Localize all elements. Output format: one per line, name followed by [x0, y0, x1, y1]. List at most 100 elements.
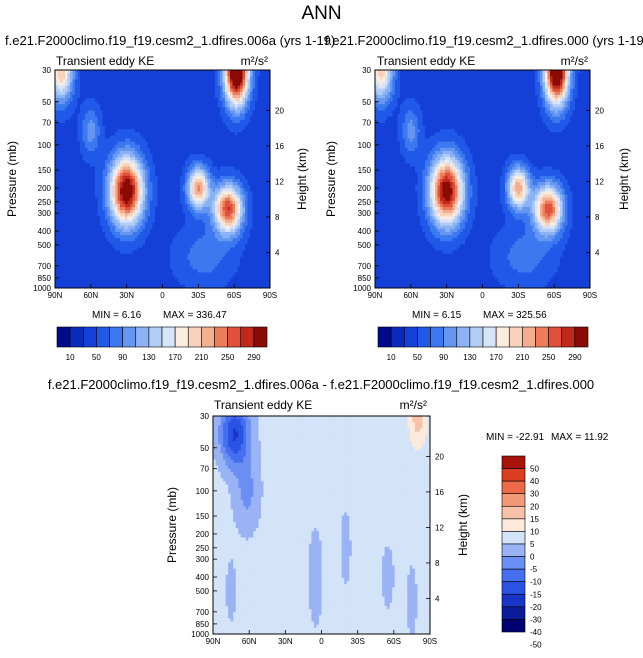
field-cell	[60, 241, 64, 245]
field-cell	[207, 147, 211, 152]
field-cell	[175, 157, 179, 161]
field-cell	[190, 247, 194, 252]
field-cell	[245, 175, 249, 180]
field-cell	[250, 172, 254, 177]
field-cell	[167, 172, 171, 177]
field-cell	[180, 166, 184, 171]
field-cell	[175, 119, 179, 124]
field-cell	[205, 185, 209, 189]
field-cell	[207, 210, 211, 214]
field-cell	[265, 110, 269, 115]
field-cell	[92, 203, 96, 208]
field-cell	[62, 203, 66, 208]
field-cell	[135, 110, 139, 115]
field-cell	[192, 182, 196, 186]
field-cell	[62, 169, 66, 174]
field-cell	[62, 179, 66, 183]
field-cell	[150, 238, 154, 242]
field-cell	[72, 141, 76, 146]
field-cell	[195, 219, 199, 224]
field-cell	[242, 188, 246, 193]
field-cell	[200, 210, 204, 214]
field-cell	[242, 216, 246, 221]
field-cell	[77, 88, 81, 93]
field-cell	[260, 160, 264, 165]
field-cell	[100, 141, 104, 146]
field-cell	[112, 194, 116, 199]
field-cell	[187, 241, 191, 245]
field-cell	[150, 70, 154, 74]
field-cell	[222, 144, 226, 149]
field-cell	[262, 113, 266, 118]
field-cell	[267, 150, 270, 155]
field-cell	[232, 225, 236, 230]
field-cell	[190, 126, 194, 130]
field-cell	[67, 207, 71, 211]
field-cell	[127, 119, 131, 124]
field-cell	[237, 225, 241, 230]
field-cell	[227, 200, 231, 205]
field-cell	[265, 219, 269, 224]
field-cell	[87, 160, 91, 165]
field-cell	[67, 203, 71, 208]
field-cell	[100, 213, 104, 217]
field-cell	[107, 160, 111, 165]
field-cell	[152, 70, 156, 74]
field-cell	[147, 241, 151, 245]
field-cell	[77, 200, 81, 205]
field-cell	[92, 101, 96, 105]
field-cell	[140, 169, 144, 174]
field-cell	[237, 129, 241, 133]
field-cell	[135, 210, 139, 214]
field-cell	[232, 144, 236, 149]
field-cell	[210, 163, 214, 168]
field-cell	[142, 228, 146, 233]
field-cell	[245, 228, 249, 233]
field-cell	[100, 238, 104, 242]
field-cell	[145, 222, 149, 227]
field-cell	[125, 225, 129, 230]
field-cell	[207, 116, 211, 121]
field-cell	[182, 172, 186, 177]
field-cell	[95, 85, 99, 90]
field-cell	[95, 73, 99, 77]
field-cell	[170, 160, 174, 165]
field-cell	[122, 126, 126, 130]
field-cell	[257, 135, 261, 140]
field-cell	[137, 147, 141, 152]
field-cell	[197, 210, 201, 214]
field-cell	[202, 116, 206, 121]
field-cell	[195, 110, 199, 115]
field-cell	[182, 213, 186, 217]
field-cell	[195, 225, 199, 230]
field-cell	[177, 188, 181, 193]
field-cell	[70, 122, 74, 127]
field-cell	[110, 73, 114, 77]
field-cell	[180, 147, 184, 152]
field-cell	[80, 82, 84, 87]
field-cell	[250, 241, 254, 245]
field-cell	[77, 144, 81, 149]
field-cell	[252, 225, 256, 230]
field-cell	[195, 147, 199, 152]
field-cell	[192, 129, 196, 133]
field-cell	[72, 132, 76, 136]
field-cell	[242, 116, 246, 121]
field-cell	[105, 141, 109, 146]
field-cell	[167, 94, 171, 99]
field-cell	[142, 132, 146, 136]
field-cell	[147, 244, 151, 249]
field-cell	[230, 154, 234, 158]
field-cell	[135, 207, 139, 211]
field-cell	[57, 138, 61, 143]
field-cell	[222, 244, 226, 249]
field-cell	[260, 88, 264, 93]
field-cell	[85, 241, 89, 245]
field-cell	[227, 194, 231, 199]
field-cell	[127, 179, 131, 183]
field-cell	[115, 73, 119, 77]
field-cell	[235, 129, 239, 133]
field-cell	[240, 213, 244, 217]
field-cell	[102, 185, 106, 189]
field-cell	[217, 147, 221, 152]
